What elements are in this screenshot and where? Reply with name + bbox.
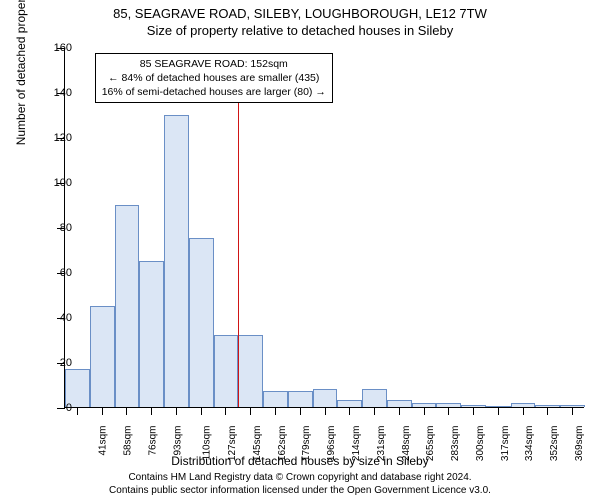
reference-line: [238, 92, 239, 407]
y-tick: [57, 408, 65, 409]
y-tick-label: 80: [60, 222, 72, 234]
histogram-bar: [139, 261, 164, 407]
x-tick: [473, 407, 474, 415]
x-tick: [176, 407, 177, 415]
x-tick: [498, 407, 499, 415]
x-tick-label: 162sqm: [277, 426, 288, 462]
y-axis-label: Number of detached properties: [14, 0, 28, 145]
address-title: 85, SEAGRAVE ROAD, SILEBY, LOUGHBOROUGH,…: [0, 6, 600, 23]
x-tick: [349, 407, 350, 415]
y-tick-label: 0: [66, 402, 72, 414]
x-tick-label: 231sqm: [376, 426, 387, 462]
x-tick-label: 110sqm: [202, 426, 213, 461]
histogram-bar: [238, 335, 263, 407]
histogram-bar: [214, 335, 239, 407]
plot-region: 85 SEAGRAVE ROAD: 152sqm← 84% of detache…: [64, 48, 584, 408]
x-tick: [448, 407, 449, 415]
chart-area: 85 SEAGRAVE ROAD: 152sqm← 84% of detache…: [64, 48, 584, 408]
histogram-bar: [189, 238, 214, 407]
x-tick-label: 145sqm: [252, 426, 263, 462]
x-tick: [300, 407, 301, 415]
histogram-bar: [164, 115, 189, 408]
copyright-footer: Contains HM Land Registry data © Crown c…: [0, 472, 600, 497]
x-tick: [572, 407, 573, 415]
histogram-bar: [90, 306, 115, 407]
x-tick: [225, 407, 226, 415]
y-tick-label: 40: [60, 312, 72, 324]
y-tick-label: 160: [54, 42, 72, 54]
y-tick-label: 20: [60, 357, 72, 369]
x-tick-label: 248sqm: [401, 426, 412, 462]
histogram-bar: [313, 389, 338, 407]
x-tick: [201, 407, 202, 415]
x-tick: [523, 407, 524, 415]
histogram-bar: [263, 391, 288, 407]
annotation-box: 85 SEAGRAVE ROAD: 152sqm← 84% of detache…: [95, 53, 333, 104]
x-tick-label: 283sqm: [450, 426, 461, 462]
x-tick: [424, 407, 425, 415]
x-tick: [547, 407, 548, 415]
x-tick: [399, 407, 400, 415]
histogram-bar: [362, 389, 387, 407]
annotation-line: 85 SEAGRAVE ROAD: 152sqm: [102, 57, 326, 71]
x-tick-label: 334sqm: [524, 426, 535, 462]
chart-container: 85, SEAGRAVE ROAD, SILEBY, LOUGHBOROUGH,…: [0, 0, 600, 500]
x-tick-label: 369sqm: [574, 426, 585, 462]
copyright-line-1: Contains HM Land Registry data © Crown c…: [0, 472, 600, 485]
histogram-bar: [387, 400, 412, 407]
chart-subtitle: Size of property relative to detached ho…: [0, 23, 600, 40]
x-tick: [126, 407, 127, 415]
y-tick-label: 60: [60, 267, 72, 279]
x-tick-label: 265sqm: [425, 426, 436, 462]
x-tick-label: 214sqm: [351, 426, 362, 462]
x-tick: [250, 407, 251, 415]
x-tick: [151, 407, 152, 415]
x-tick-label: 58sqm: [123, 426, 134, 456]
x-tick-label: 41sqm: [98, 426, 109, 456]
x-tick: [275, 407, 276, 415]
annotation-line: ← 84% of detached houses are smaller (43…: [102, 71, 326, 85]
histogram-bar: [115, 205, 140, 408]
x-tick-label: 127sqm: [227, 426, 238, 462]
x-tick: [102, 407, 103, 415]
x-tick-label: 76sqm: [147, 426, 158, 456]
y-tick-label: 100: [54, 177, 72, 189]
x-tick-label: 317sqm: [500, 426, 511, 462]
x-tick: [77, 407, 78, 415]
x-tick-label: 196sqm: [326, 426, 337, 462]
copyright-line-2: Contains public sector information licen…: [0, 485, 600, 498]
y-tick-label: 120: [54, 132, 72, 144]
title-block: 85, SEAGRAVE ROAD, SILEBY, LOUGHBOROUGH,…: [0, 0, 600, 42]
annotation-line: 16% of semi-detached houses are larger (…: [102, 85, 326, 99]
x-tick: [325, 407, 326, 415]
y-tick-label: 140: [54, 87, 72, 99]
histogram-bar: [288, 391, 313, 407]
x-tick-label: 352sqm: [549, 426, 560, 462]
x-tick: [374, 407, 375, 415]
x-tick-label: 300sqm: [475, 426, 486, 462]
histogram-bar: [337, 400, 362, 407]
x-tick-label: 93sqm: [172, 426, 183, 456]
x-tick-label: 179sqm: [302, 426, 313, 462]
